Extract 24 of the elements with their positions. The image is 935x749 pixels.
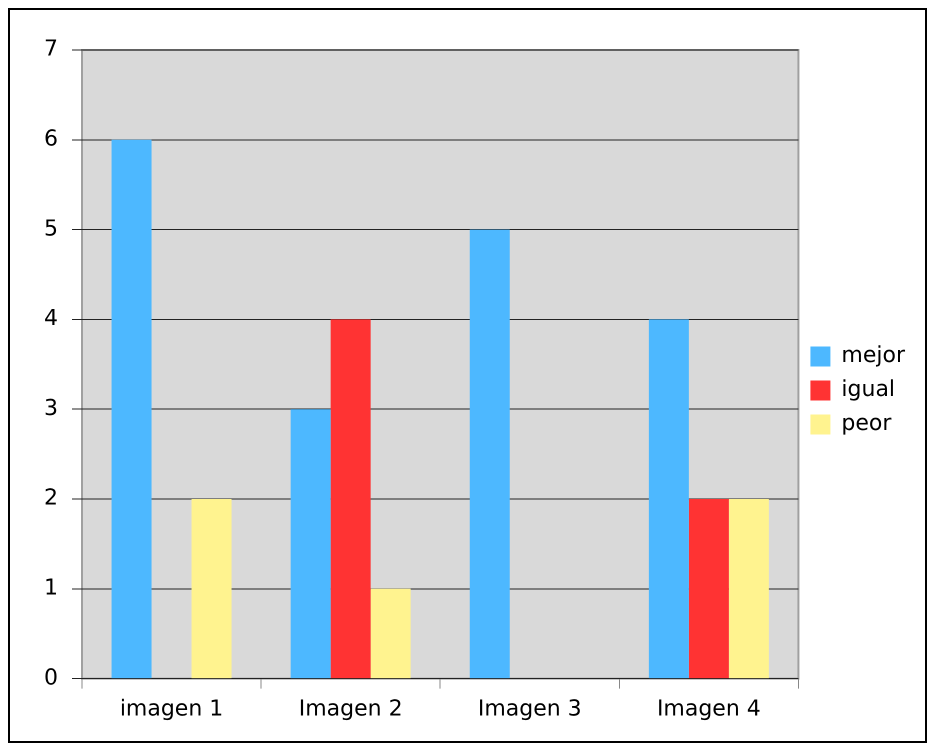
y-tick-label: 4 xyxy=(44,306,58,332)
y-tick-label: 6 xyxy=(44,126,58,152)
bar xyxy=(370,588,411,678)
bar xyxy=(688,499,729,678)
y-tick-label: 7 xyxy=(44,36,58,62)
y-tick-label: 5 xyxy=(44,216,58,242)
bar xyxy=(112,140,152,678)
x-tick-label: imagen 1 xyxy=(120,696,224,722)
y-tick-label: 0 xyxy=(44,665,58,690)
bar xyxy=(290,409,331,678)
y-tick-label: 1 xyxy=(44,576,58,601)
bar xyxy=(728,499,769,678)
y-tick-label: 2 xyxy=(44,486,58,511)
bar xyxy=(648,319,689,678)
x-tick-label: Imagen 2 xyxy=(298,696,403,722)
x-tick-label: Imagen 3 xyxy=(478,696,582,722)
legend-label: peor xyxy=(841,411,892,436)
bar xyxy=(330,319,371,678)
bar xyxy=(192,499,232,678)
y-tick-label: 3 xyxy=(44,396,58,421)
x-tick-label: Imagen 4 xyxy=(656,696,761,722)
bar xyxy=(470,230,510,678)
legend-label: igual xyxy=(841,377,896,402)
legend-label: mejor xyxy=(841,343,906,368)
